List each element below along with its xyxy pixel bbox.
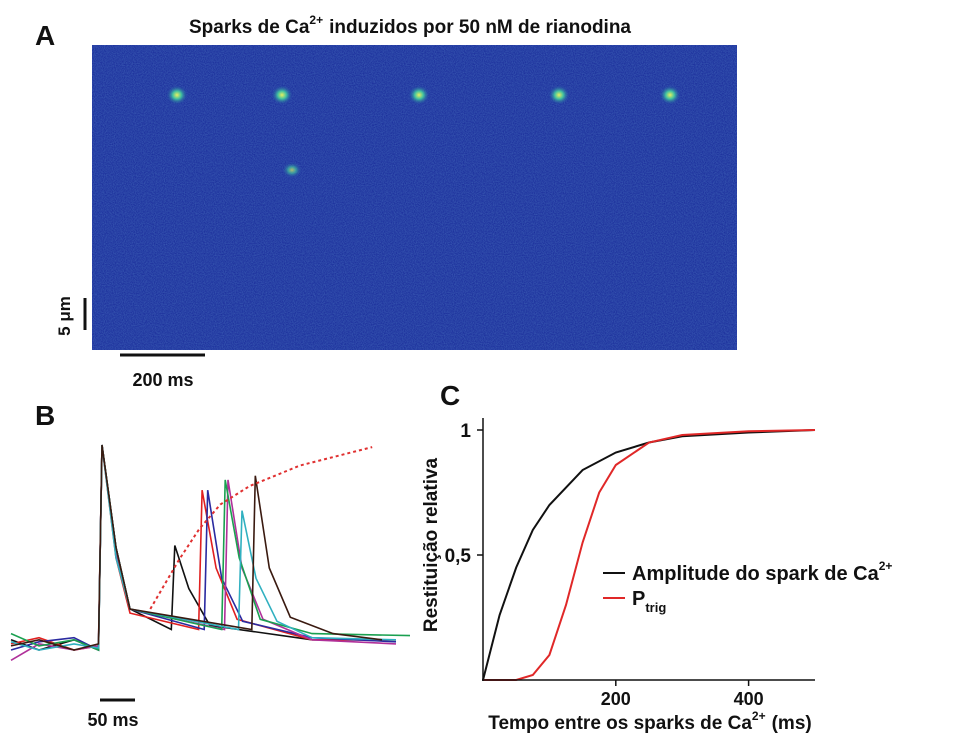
panel-label: C	[440, 380, 460, 411]
title-text: induzidos por 50 nM de rianodina	[329, 17, 631, 38]
panel-title: Sparks de Ca2+ induzidos por 50 nM de ria…	[189, 13, 631, 38]
x-axis-label-text: Tempo entre os sparks de Ca	[488, 713, 752, 734]
sparks	[166, 85, 681, 178]
restitution-curve	[149, 446, 373, 610]
title-text: Sparks de Ca	[189, 17, 310, 38]
legend-label: Amplitude do spark de Ca2+	[632, 559, 892, 585]
legend-sub: trig	[645, 600, 666, 615]
trace	[10, 444, 411, 652]
trace	[10, 444, 397, 651]
panel-label: B	[35, 400, 55, 431]
x-axis-label-sup: 2+	[752, 709, 766, 723]
plot	[477, 429, 816, 686]
panel-label: A	[35, 20, 55, 51]
spark	[271, 85, 293, 105]
trace	[10, 444, 383, 651]
x-tick-label: 400	[734, 689, 764, 709]
series-line	[482, 429, 816, 681]
trace	[10, 444, 396, 652]
spark	[166, 85, 188, 105]
spark	[659, 85, 681, 105]
legend-sup: 2+	[879, 559, 893, 573]
legend-label: Ptrig	[632, 588, 666, 615]
series-line	[483, 429, 816, 681]
trace	[10, 444, 396, 651]
legend-text: P	[632, 588, 645, 610]
spark	[282, 162, 302, 178]
x-axis-label: Tempo entre os sparks de Ca2+ (ms)	[488, 709, 811, 734]
trace	[10, 444, 397, 652]
scale-label: 50 ms	[87, 710, 138, 730]
x-tick-label: 200	[601, 689, 631, 709]
spark	[548, 85, 570, 105]
scale-label: 5 μm	[55, 296, 74, 336]
y-axis-label: Restituição relativa	[421, 457, 442, 632]
x-axis-label-text: (ms)	[772, 713, 812, 734]
legend-text: Amplitude do spark de Ca	[632, 563, 880, 585]
spark	[408, 85, 430, 105]
y-tick-label: 1	[460, 421, 471, 442]
y-tick-label: 0,5	[445, 546, 472, 567]
scale-label: 200 ms	[132, 370, 193, 390]
traces	[10, 444, 411, 661]
title-sup: 2+	[309, 13, 323, 27]
